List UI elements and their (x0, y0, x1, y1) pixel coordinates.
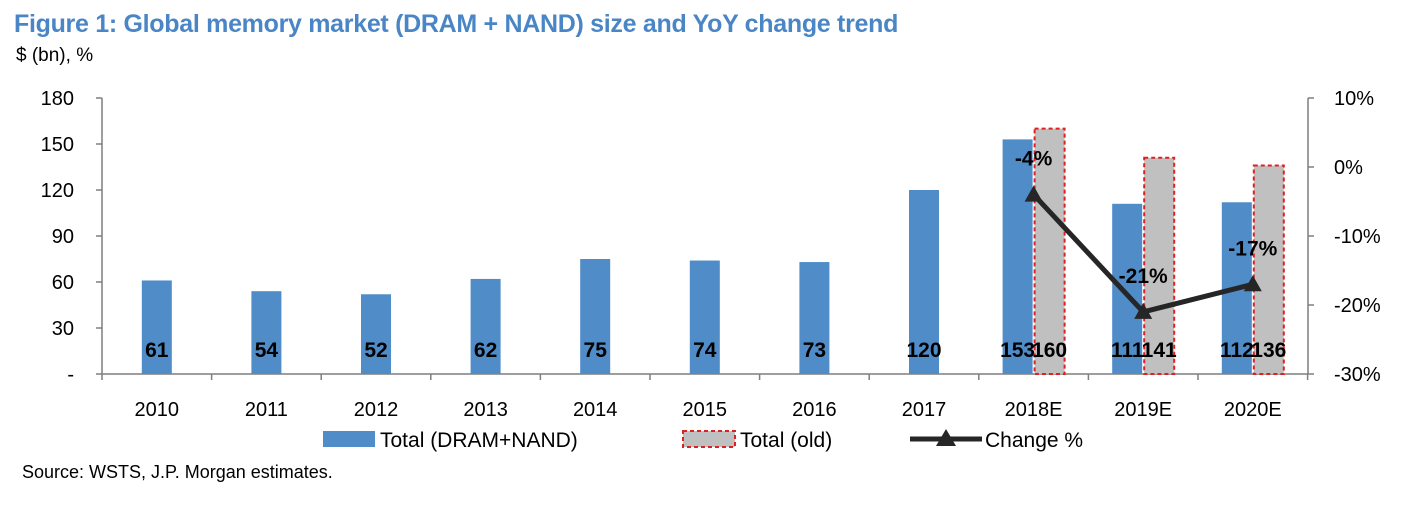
x-axis-tick-label: 2013 (463, 399, 508, 421)
change-line (1031, 192, 1254, 315)
data-label-total: 111 (1111, 339, 1144, 362)
x-axis-tick-label: 2014 (573, 399, 618, 421)
left-axis-tick-label: 180 (41, 88, 74, 110)
bar-total-old (1033, 127, 1066, 375)
bar-total-dram-nand (1112, 203, 1143, 374)
x-axis-tick-label: 2011 (245, 399, 288, 421)
bar-total-dram-nand (141, 280, 172, 374)
change-marker (1243, 275, 1262, 292)
legend-swatch-old (682, 430, 736, 448)
data-label-change: -21% (1119, 265, 1168, 288)
unit-label: $ (bn), % (16, 45, 94, 66)
data-label-total-old: 136 (1251, 339, 1286, 362)
data-label-total: 52 (364, 339, 387, 362)
x-axis-tick-label: 2015 (683, 399, 728, 421)
source-note: Source: WSTS, J.P. Morgan estimates. (22, 462, 333, 482)
left-axis-tick-label: - (67, 364, 74, 386)
bar-total-old (1143, 156, 1176, 375)
right-axis-tick-label: 0% (1334, 157, 1363, 179)
x-axis-tick-label: 2016 (792, 399, 837, 421)
x-axis-tick-label: 2018E (1005, 399, 1063, 421)
data-label-total: 62 (474, 339, 497, 362)
data-label-total: 112 (1220, 339, 1254, 362)
bar-total-dram-nand (470, 278, 501, 374)
data-label-change: -17% (1228, 237, 1277, 260)
right-axis-tick-label: -20% (1334, 295, 1381, 317)
left-axis-tick-label: 30 (52, 318, 74, 340)
data-label-total-old: 141 (1142, 339, 1177, 362)
bar-total-old (1252, 164, 1285, 375)
data-label-total: 61 (145, 339, 169, 362)
data-label-total: 54 (255, 339, 279, 362)
data-label-total: 120 (906, 339, 941, 362)
left-axis-tick-label: 120 (41, 180, 74, 202)
right-axis-tick-label: 10% (1334, 88, 1374, 110)
legend-label-change: Change % (985, 429, 1083, 452)
left-axis-tick-label: 60 (52, 272, 74, 294)
data-label-change: -4% (1015, 148, 1053, 171)
right-axis-tick-label: -30% (1334, 364, 1381, 386)
change-marker (1024, 185, 1043, 202)
data-label-total: 73 (803, 339, 826, 362)
bar-total-dram-nand (1002, 139, 1033, 374)
x-axis-tick-label: 2010 (135, 399, 180, 421)
x-axis-tick-label: 2020E (1224, 399, 1282, 421)
bar-total-dram-nand (799, 262, 830, 374)
chart-title: Figure 1: Global memory market (DRAM + N… (14, 10, 899, 38)
bar-total-dram-nand (251, 291, 282, 374)
bar-total-dram-nand (909, 190, 939, 374)
data-label-total: 75 (584, 339, 608, 362)
x-axis-tick-label: 2012 (354, 399, 399, 421)
data-label-total: 153 (1000, 339, 1035, 362)
x-axis-tick-label: 2017 (902, 399, 947, 421)
data-label-total-old: 160 (1032, 339, 1067, 362)
left-axis-tick-label: 150 (41, 134, 74, 156)
legend-label-total: Total (DRAM+NAND) (380, 429, 578, 452)
bar-total-dram-nand (361, 294, 391, 374)
change-marker (1134, 302, 1153, 319)
bar-total-dram-nand (580, 259, 611, 374)
legend-swatch-change-marker (936, 429, 956, 446)
right-axis-tick-label: -10% (1334, 226, 1381, 248)
left-axis-tick-label: 90 (52, 226, 74, 248)
legend-swatch-total (323, 431, 375, 447)
bar-total-dram-nand (689, 260, 720, 374)
data-label-total: 74 (693, 339, 717, 362)
x-axis-tick-label: 2019E (1114, 399, 1172, 421)
legend-label-old: Total (old) (740, 429, 832, 452)
